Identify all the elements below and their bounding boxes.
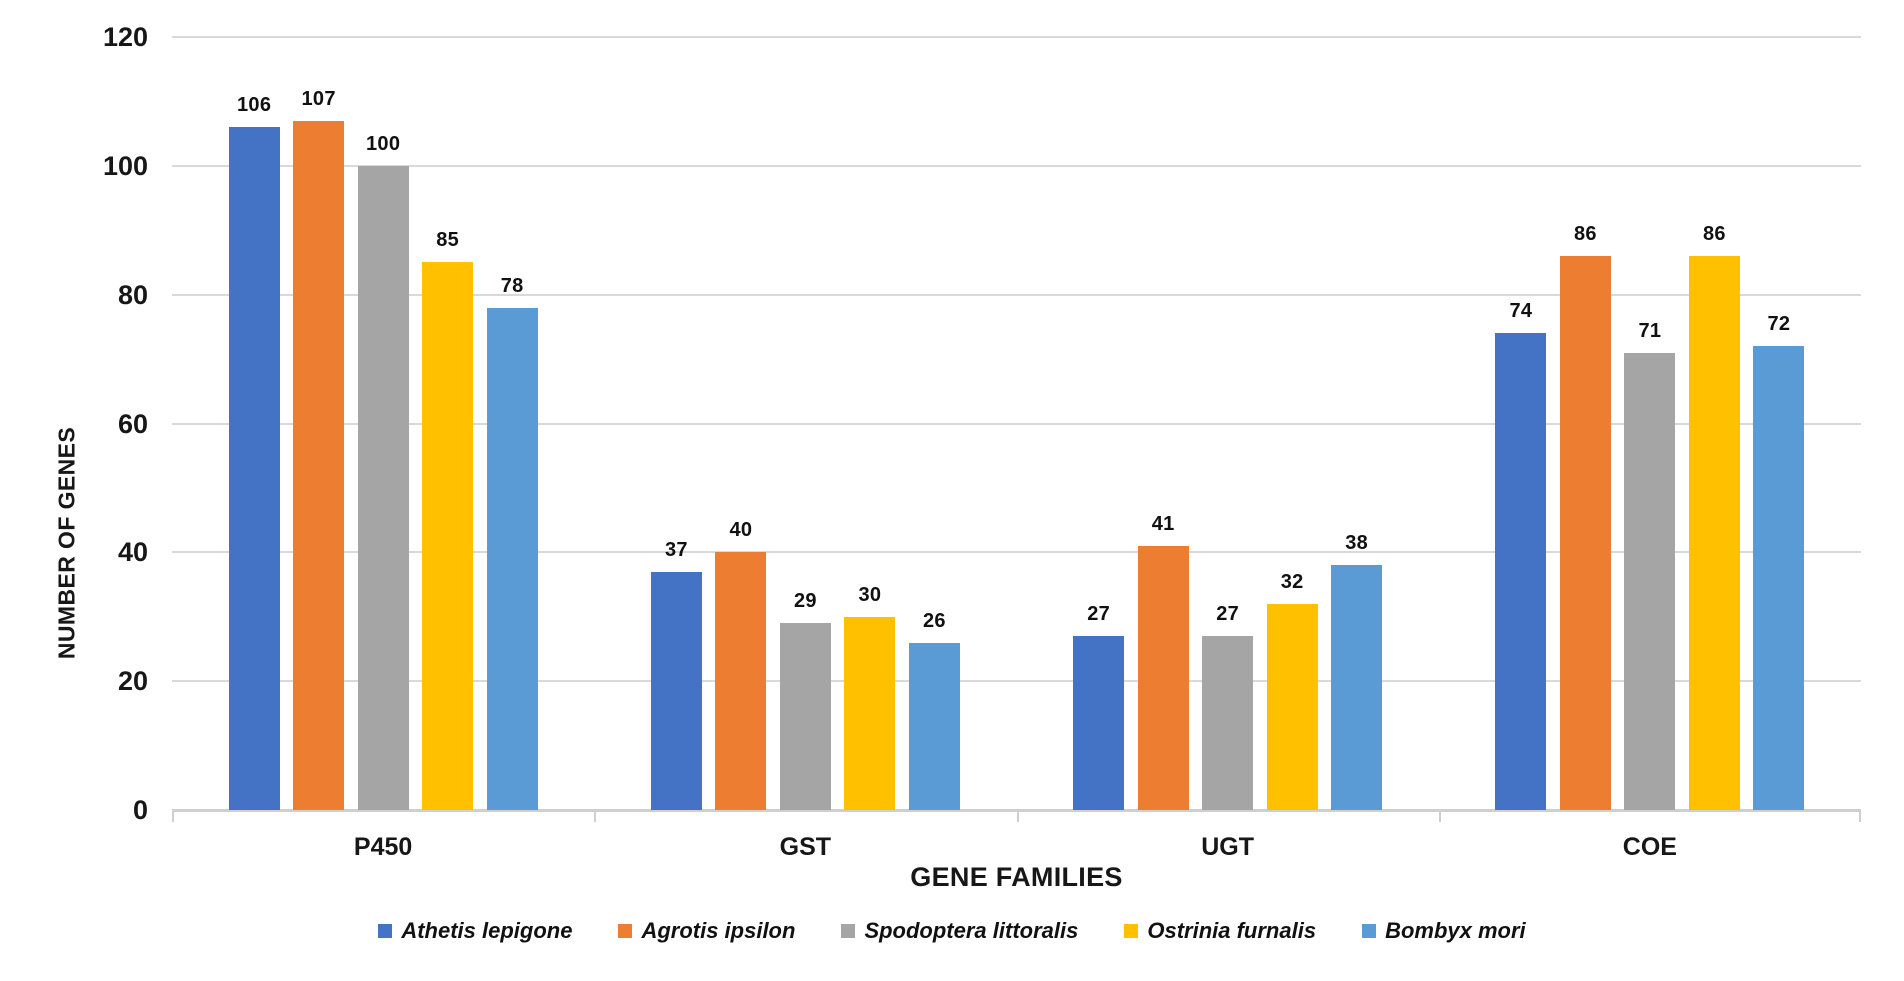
bar-value-label: 107 — [301, 87, 336, 110]
bar-ugt-1 — [1073, 636, 1125, 810]
x-category-label: UGT — [1201, 833, 1255, 861]
y-tick-label: 40 — [117, 537, 148, 568]
bar-value-label: 26 — [922, 609, 946, 632]
x-axis-tick — [594, 812, 596, 822]
y-tick-label: 80 — [117, 279, 148, 310]
bar-value-label: 40 — [729, 519, 753, 542]
bar-value-label: 29 — [793, 590, 817, 613]
x-category-label: COE — [1622, 833, 1677, 861]
gridline — [172, 164, 1861, 167]
x-axis-tick — [1859, 812, 1861, 822]
y-tick-label: 20 — [117, 666, 148, 697]
legend-item: Ostrinia furnalis — [1124, 918, 1316, 944]
gridline — [172, 551, 1861, 554]
gridline — [172, 422, 1861, 425]
legend-label: Ostrinia furnalis — [1147, 918, 1317, 943]
bar-gst-1 — [650, 571, 702, 810]
x-axis-line — [172, 809, 1861, 812]
gridline — [172, 680, 1861, 683]
bar-value-label: 32 — [1280, 570, 1304, 593]
bar-value-label: 30 — [858, 583, 882, 606]
bar-p450-2 — [293, 120, 345, 810]
legend-item: Spodoptera littoralis — [841, 918, 1078, 944]
bar-ugt-5 — [1331, 565, 1383, 810]
bar-value-label: 72 — [1767, 313, 1791, 336]
legend-label: Spodoptera littoralis — [864, 918, 1079, 943]
x-axis-tick — [1017, 812, 1019, 822]
bar-value-label: 27 — [1087, 603, 1111, 626]
x-category-label: GST — [779, 833, 832, 861]
legend-label: Athetis lepigone — [401, 918, 573, 943]
bar-coe-5 — [1753, 346, 1805, 810]
plot-area: 106 107 100 85 78 37 40 29 30 26 27 41 27 32 38 74 86 71 8… — [172, 36, 1861, 822]
bar-ugt-2 — [1137, 545, 1189, 810]
x-category-label: P450 — [353, 833, 413, 861]
bar-gst-2 — [715, 552, 767, 810]
bar-p450-1 — [228, 127, 280, 810]
legend-item: Agrotis ipsilon — [618, 918, 795, 944]
bar-value-label: 86 — [1573, 223, 1597, 246]
bar-value-label: 38 — [1345, 532, 1369, 555]
legend-swatch — [1362, 924, 1377, 938]
bar-coe-4 — [1688, 256, 1740, 810]
bar-gst-4 — [844, 616, 896, 810]
bar-value-label: 85 — [436, 229, 460, 252]
y-tick-label: 120 — [102, 22, 148, 52]
bar-gst-5 — [908, 642, 960, 810]
legend-swatch — [1124, 924, 1139, 938]
bar-value-label: 27 — [1216, 603, 1240, 626]
bar-coe-3 — [1624, 352, 1676, 810]
y-axis-tick-labels: 0 20 40 60 80 100 120 — [0, 0, 148, 981]
bar-value-label: 41 — [1151, 512, 1175, 535]
legend-label: Agrotis ipsilon — [641, 918, 796, 943]
y-tick-label: 100 — [102, 150, 148, 181]
legend-item: Bombyx mori — [1362, 918, 1526, 944]
bar-value-label: 71 — [1638, 319, 1662, 342]
chart-legend: Athetis lepigone Agrotis ipsilon Spodopter… — [0, 916, 1904, 946]
y-tick-label: 0 — [132, 795, 148, 825]
x-category-labels: P450 GST UGT COE — [172, 833, 1861, 863]
bar-value-label: 78 — [500, 274, 524, 297]
gridline — [172, 36, 1861, 38]
x-axis-title: GENE FAMILIES — [910, 862, 1123, 892]
bar-ugt-4 — [1266, 603, 1318, 810]
bar-coe-1 — [1495, 333, 1547, 810]
bar-value-label: 74 — [1509, 300, 1533, 323]
bar-p450-3 — [357, 165, 409, 810]
x-axis-tick — [172, 812, 174, 822]
bar-value-label: 100 — [365, 132, 401, 155]
bar-value-label: 86 — [1702, 223, 1726, 246]
legend-swatch — [841, 924, 856, 938]
gridline — [172, 293, 1861, 296]
bar-p450-4 — [422, 262, 474, 810]
bar-ugt-3 — [1202, 636, 1254, 810]
bar-gst-3 — [779, 623, 831, 810]
bar-value-label: 106 — [236, 94, 272, 117]
legend-label: Bombyx mori — [1385, 918, 1526, 943]
legend-item: Athetis lepigone — [378, 918, 572, 944]
bar-p450-5 — [486, 307, 538, 810]
bar-coe-2 — [1559, 256, 1611, 810]
bar-value-label: 37 — [664, 538, 688, 561]
legend-swatch — [618, 924, 633, 938]
x-axis-tick — [1439, 812, 1441, 822]
legend-swatch — [378, 924, 393, 938]
y-tick-label: 60 — [117, 408, 148, 439]
